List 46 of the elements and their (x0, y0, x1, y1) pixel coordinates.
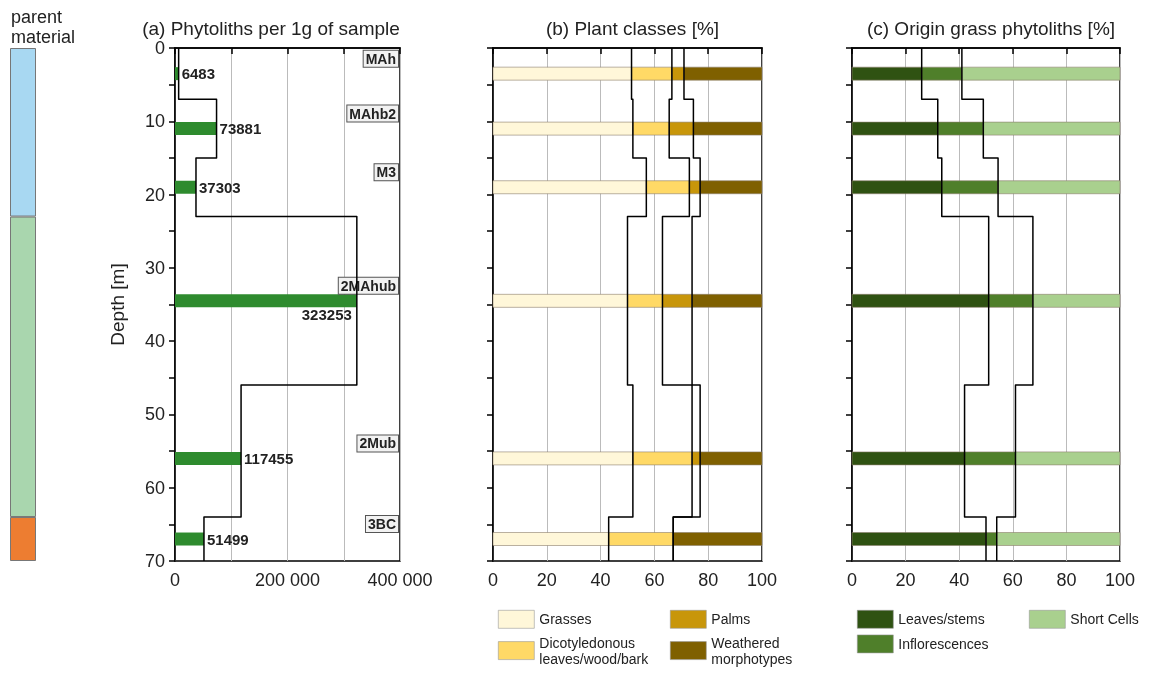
x-tick-label: 20 (536, 570, 557, 590)
legend-label: Leaves/stems (898, 611, 985, 628)
legend-label: Short Cells (1070, 611, 1139, 628)
data-label: 51499 (206, 530, 249, 548)
data-label: 323253 (301, 306, 352, 324)
x-tick-label: 200 000 (254, 570, 321, 590)
x-tick-label: 100 (1104, 570, 1136, 590)
data-label: 73881 (219, 120, 262, 138)
chart-title: (b) Plant classes [%] (545, 18, 720, 39)
x-tick-label: 80 (1056, 570, 1077, 590)
data-label: 117455 (244, 449, 294, 467)
y-axis-title: Depth [m] (107, 263, 128, 346)
annotation: 3BC (367, 516, 396, 533)
x-tick-label: 100 (746, 570, 778, 590)
y-tick-label: 20 (144, 184, 165, 205)
chart-title: (a) Phytoliths per 1g of sample (142, 18, 400, 39)
legend-label: Palms (711, 611, 751, 628)
legend-label: Inflorescences (898, 635, 989, 652)
x-tick-label: 40 (590, 570, 611, 590)
annotation: MAhb2 (349, 105, 397, 122)
x-tick-label: 400 000 (367, 570, 433, 590)
legend-label: Dicotyledonous leaves/wood/bark (539, 634, 650, 667)
legend-label: Weathered morphotypes (711, 634, 793, 667)
data-label: 6483 (181, 65, 216, 83)
x-tick-label: 60 (1002, 570, 1023, 590)
x-tick-label: 0 (169, 570, 181, 590)
chart-title: (c) Origin grass phytoliths [%] (866, 18, 1116, 39)
y-tick-label: 60 (144, 477, 165, 498)
x-tick-label: 40 (949, 570, 970, 590)
x-tick-label: 60 (644, 570, 665, 590)
y-tick-label: 10 (144, 111, 165, 132)
annotation: 2Mub (359, 435, 396, 452)
y-tick-label: 70 (144, 551, 165, 571)
chart-title: parent material (11, 7, 76, 47)
annotation: MAh (365, 50, 396, 67)
legend-label: Grasses (539, 611, 592, 628)
x-tick-label: 20 (895, 570, 916, 590)
y-tick-label: 40 (144, 331, 165, 352)
x-tick-label: 0 (487, 570, 499, 590)
annotation: M3 (376, 164, 397, 181)
y-tick-label: 50 (144, 404, 165, 425)
x-tick-label: 80 (698, 570, 719, 590)
x-tick-label: 0 (846, 570, 858, 590)
data-label: 37303 (198, 178, 241, 196)
y-tick-label: 0 (154, 38, 165, 58)
y-tick-label: 30 (144, 257, 165, 278)
